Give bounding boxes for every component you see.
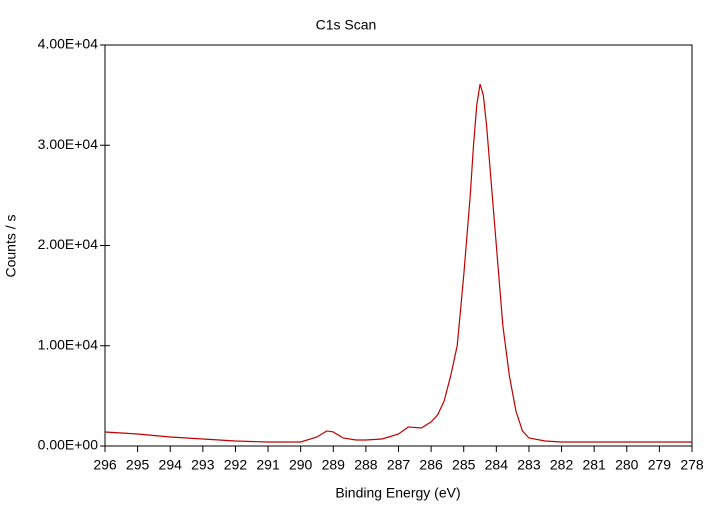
y-tick-label: 4.00E+04 [38,36,99,52]
x-tick-label: 278 [680,457,704,473]
x-tick-label: 280 [615,457,639,473]
x-tick-label: 292 [224,457,248,473]
y-axis-label: Counts / s [3,214,19,277]
x-tick-label: 289 [322,457,346,473]
x-tick-label: 293 [191,457,215,473]
x-tick-label: 290 [289,457,313,473]
x-tick-label: 286 [419,457,443,473]
x-tick-label: 283 [517,457,541,473]
y-tick-label: 3.00E+04 [38,136,99,152]
y-tick-label: 1.00E+04 [38,336,99,352]
x-tick-label: 291 [256,457,280,473]
x-axis-label: Binding Energy (eV) [335,485,460,501]
x-tick-label: 295 [126,457,150,473]
y-tick-label: 2.00E+04 [38,236,99,252]
x-tick-label: 281 [582,457,606,473]
x-tick-label: 288 [354,457,378,473]
plot-frame [104,44,693,447]
data-line [104,83,692,443]
chart-title: C1s Scan [316,17,377,33]
x-tick-label: 287 [387,457,411,473]
x-tick-label: 296 [93,457,117,473]
x-tick-label: 284 [485,457,509,473]
x-tick-label: 279 [648,457,672,473]
x-tick-label: 294 [159,457,183,473]
y-tick-label: 0.00E+00 [38,437,99,453]
x-tick-label: 285 [452,457,476,473]
x-tick-label: 282 [550,457,574,473]
